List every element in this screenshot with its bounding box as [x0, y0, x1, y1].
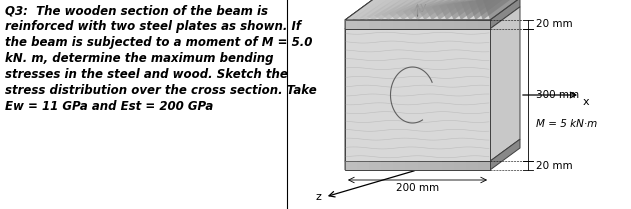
Text: 20 mm: 20 mm — [536, 19, 572, 29]
Text: 20 mm: 20 mm — [536, 161, 572, 171]
Polygon shape — [432, 0, 469, 20]
Polygon shape — [403, 0, 440, 20]
Polygon shape — [369, 20, 381, 29]
Polygon shape — [357, 161, 369, 170]
Polygon shape — [360, 0, 397, 20]
Polygon shape — [345, 0, 520, 20]
Polygon shape — [405, 161, 418, 170]
Text: x: x — [583, 97, 589, 107]
Polygon shape — [468, 0, 505, 20]
Polygon shape — [381, 0, 418, 20]
Polygon shape — [345, 161, 357, 170]
Polygon shape — [381, 161, 393, 170]
Polygon shape — [345, 20, 357, 29]
Polygon shape — [442, 161, 454, 170]
Polygon shape — [405, 20, 418, 29]
Polygon shape — [418, 20, 430, 29]
Polygon shape — [430, 161, 442, 170]
Polygon shape — [357, 20, 369, 29]
Polygon shape — [490, 7, 520, 161]
Polygon shape — [490, 0, 520, 29]
Text: 200 mm: 200 mm — [396, 183, 439, 193]
Polygon shape — [439, 0, 476, 20]
Polygon shape — [374, 0, 411, 20]
Polygon shape — [367, 0, 404, 20]
Polygon shape — [345, 0, 375, 29]
Text: 300 mm: 300 mm — [536, 90, 579, 100]
Text: Q3:  The wooden section of the beam is
reinforced with two steel plates as shown: Q3: The wooden section of the beam is re… — [5, 4, 317, 113]
Polygon shape — [393, 161, 405, 170]
Polygon shape — [476, 0, 513, 20]
Polygon shape — [418, 0, 455, 20]
Polygon shape — [345, 29, 490, 161]
Polygon shape — [483, 0, 520, 20]
Polygon shape — [393, 20, 405, 29]
Text: z: z — [315, 192, 321, 202]
Polygon shape — [345, 20, 490, 29]
Polygon shape — [345, 0, 382, 20]
Polygon shape — [345, 7, 375, 161]
Polygon shape — [442, 20, 454, 29]
Polygon shape — [454, 0, 491, 20]
Polygon shape — [425, 0, 462, 20]
Polygon shape — [461, 0, 498, 20]
Polygon shape — [345, 139, 375, 170]
Polygon shape — [447, 0, 484, 20]
Polygon shape — [396, 0, 433, 20]
Polygon shape — [418, 161, 430, 170]
Polygon shape — [430, 20, 442, 29]
Text: y: y — [420, 2, 426, 12]
Polygon shape — [369, 161, 381, 170]
Polygon shape — [352, 0, 389, 20]
Polygon shape — [345, 161, 490, 170]
Polygon shape — [490, 139, 520, 170]
Text: M = 5 kN·m: M = 5 kN·m — [536, 119, 598, 129]
Polygon shape — [381, 20, 393, 29]
Polygon shape — [410, 0, 447, 20]
Polygon shape — [389, 0, 426, 20]
